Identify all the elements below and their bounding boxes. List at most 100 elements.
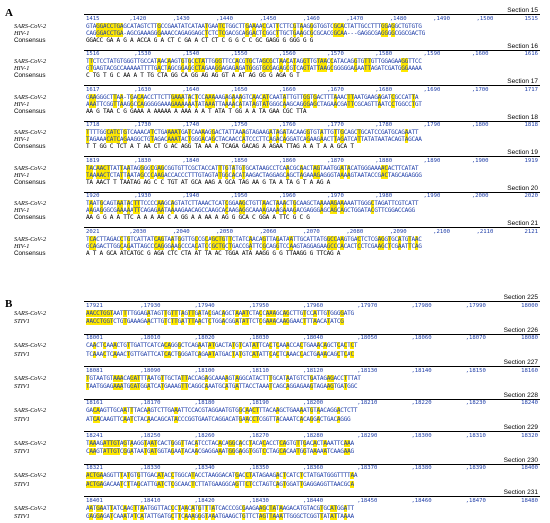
aligned-sequence: GACAAGTTGCAATTTACAAGTCTTGAAATTCCACGTAGGA…	[86, 407, 358, 414]
position-tick: ,1700	[471, 86, 489, 93]
position-tick: ,18120	[302, 367, 324, 374]
aligned-sequence: AACCTGGTAATTTTGGAGATAGTTGTTTAGTTGATACGAC…	[86, 309, 354, 317]
panel-letter: A	[5, 7, 13, 19]
sequence-name: HIV-1	[14, 65, 30, 72]
position-tick: ,18330	[140, 465, 161, 471]
position-tick: ,18260	[194, 432, 215, 439]
aligned-sequence: CAAGTATTGTCGGATAATGATGGTAGAATACAACGAGGAA…	[86, 448, 354, 455]
position-tick: ,2110	[476, 228, 494, 235]
position-tick: ,17970	[357, 302, 378, 309]
position-tick: ,1590	[423, 51, 441, 57]
sequence-name: STIV1	[14, 448, 30, 455]
section-divider	[84, 301, 540, 302]
position-tick: ,1630	[134, 86, 152, 93]
sequence-name: Consensus	[14, 107, 46, 115]
sequence-name: SARS-CoV-2	[14, 309, 47, 317]
position-tick: ,18410	[140, 497, 161, 504]
section-title: Section 226	[503, 326, 538, 334]
position-ruler: 17921 ,17930 ,17940 ,17950 ,17960 ,17970 ,1798…	[86, 303, 538, 310]
position-ruler: 18161 ,18170 ,18180 ,18190 ,18200 ,18210 ,1822…	[86, 400, 538, 407]
position-tick: ,18370	[357, 465, 378, 471]
position-tick: ,1680	[375, 86, 393, 93]
position-tick: 1819	[86, 157, 100, 164]
position-tick: ,1740	[182, 122, 200, 128]
position-tick: ,1570	[327, 51, 344, 57]
section-title: Section 225	[503, 294, 538, 301]
section-title: Section 231	[503, 489, 538, 496]
sequence-name: STIV1	[14, 415, 30, 423]
position-tick: 1616	[524, 51, 538, 57]
position-tick: ,18360	[302, 465, 324, 471]
position-tick: 1718	[86, 122, 100, 128]
alignment-section: Section 231 18401 ,18410 ,18420 ,18430 ,18440…	[0, 489, 550, 523]
position-tick: 1717	[524, 86, 538, 93]
position-tick: ,1540	[182, 51, 200, 57]
position-ruler: 1516 ,1530 ,1540 ,1550 ,1560 ,1570 ,1580 ,1590,…	[86, 51, 538, 58]
sequence-name: SARS-CoV-2	[14, 504, 47, 512]
position-tick: ,18150	[465, 367, 486, 374]
position-tick: ,18340	[194, 465, 215, 471]
position-tick: ,18310	[465, 432, 486, 439]
position-tick: ,1490	[433, 15, 450, 22]
position-tick: ,18040	[302, 335, 324, 341]
position-tick: ,18440	[302, 497, 324, 504]
position-tick: ,18180	[194, 400, 215, 406]
aligned-sequence: AACCTGGTCTGTGAAAGAACTTGTCTTGATTTAACTCTGG…	[86, 318, 344, 325]
sequence-name: SARS-CoV-2	[14, 374, 47, 382]
sequence-name: STIV1	[14, 480, 30, 488]
position-tick: ,1430	[172, 15, 190, 22]
position-tick: ,1560	[278, 51, 296, 57]
consensus-sequence: AA G TAA C G GAAA A AAAAA A AAA A A T AT…	[86, 107, 307, 115]
position-tick: ,1770	[327, 122, 344, 128]
position-tick: ,18070	[465, 335, 486, 341]
section-title: Section 15	[507, 7, 538, 14]
position-tick: ,18450	[357, 497, 378, 504]
position-tick: ,1840	[182, 157, 200, 164]
position-ruler: 1617 ,1630 ,1640 ,1650 ,1660 ,1670 ,1680 ,1690,…	[86, 87, 538, 94]
section-title: Section 17	[507, 78, 538, 85]
position-tick: ,2100	[433, 228, 450, 235]
position-tick: ,1730	[134, 122, 152, 128]
position-tick: 18480	[521, 497, 538, 504]
sequence-name: SARS-CoV-2	[14, 164, 47, 172]
aligned-sequence: TCACTTAGACCTGTCATTATCAGTAATGGTTGCCGCAGCT…	[86, 235, 422, 243]
section-divider	[84, 14, 540, 15]
position-tick: ,1420	[129, 15, 147, 22]
position-tick: ,1660	[278, 86, 296, 93]
sequence-name: Consensus	[14, 143, 46, 150]
sequence-name: HIV-1	[14, 207, 30, 214]
position-tick: ,1940	[182, 193, 200, 199]
position-tick: ,18380	[411, 465, 432, 471]
aligned-sequence: TTTTGGCATCTGTCAAACATCTGAAAATGATCAAAAGGAC…	[86, 129, 419, 136]
position-tick: ,1580	[375, 51, 393, 57]
position-tick: 1415	[86, 15, 100, 22]
position-tick: ,1970	[327, 193, 344, 199]
position-tick: ,18030	[248, 335, 269, 341]
position-tick: ,1460	[302, 15, 320, 22]
section-divider	[84, 49, 540, 51]
position-tick: ,1870	[327, 157, 344, 164]
section-divider	[84, 431, 540, 432]
alignment-section: Section 16 1516 ,1530 ,1540 ,1550 ,1560 ,1570,…	[0, 42, 550, 79]
position-tick: ,18350	[248, 465, 269, 471]
position-ruler: 1415 ,1420 ,1430 ,1440 ,1450 ,1460 ,1470 ,1480,…	[86, 16, 538, 23]
section-title: Section 19	[507, 149, 538, 156]
position-tick: ,18130	[357, 367, 378, 374]
sequence-name: SARS-CoV-2	[14, 129, 47, 136]
position-tick: ,1760	[278, 122, 296, 128]
sequence-name: Consensus	[14, 214, 46, 221]
position-tick: ,18090	[140, 367, 161, 374]
sequence-name: SARS-CoV-2	[14, 439, 47, 447]
aligned-sequence: TCAAACTCAAACTGTTGATTCATCACTGGGATCAGAATAT…	[86, 350, 354, 358]
section-title: Section 16	[507, 42, 538, 50]
aligned-sequence: GAAGGGCTTAA-TGACAACCTTCTTGAAATACTCCAAAAA…	[86, 93, 419, 101]
sequence-name: STIV1	[14, 383, 30, 390]
position-tick: ,1980	[375, 193, 393, 199]
position-tick: ,17990	[465, 302, 486, 309]
position-tick: ,2090	[389, 228, 407, 235]
position-tick: ,1450	[259, 15, 277, 22]
section-title: Section 228	[503, 391, 538, 399]
alignment-section: Section 21 2021 ,2030 ,2040 ,2050 ,2060 ,2070,…	[0, 220, 550, 257]
position-tick: 1617	[86, 86, 100, 93]
section-divider	[84, 463, 540, 465]
